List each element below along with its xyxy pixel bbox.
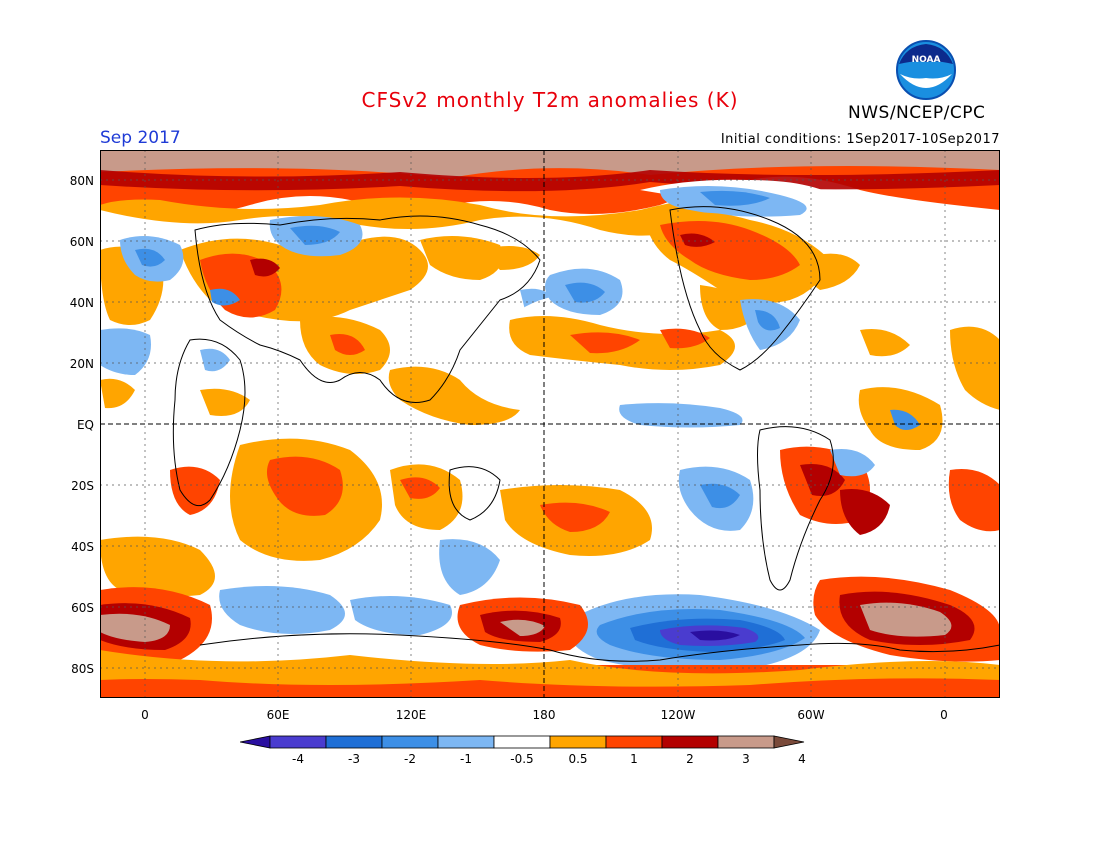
colorbar-cell <box>325 735 383 749</box>
colorbar-tick: 0.5 <box>568 752 588 766</box>
month-label: Sep 2017 <box>100 128 181 148</box>
anomaly-map <box>100 150 1000 698</box>
colorbar-tick: 3 <box>742 752 750 766</box>
colorbar-cell <box>549 735 607 749</box>
colorbar-tick: -0.5 <box>510 752 534 766</box>
colorbar-cell <box>717 735 775 749</box>
lat-label: 60S <box>71 601 94 615</box>
lat-label: 80N <box>69 174 94 188</box>
colorbar-cell <box>661 735 719 749</box>
colorbar-cell <box>240 735 271 749</box>
lon-label: 0 <box>940 708 948 722</box>
colorbar-tick: 2 <box>686 752 694 766</box>
lon-label: 0 <box>141 708 149 722</box>
eurasia-cold-region <box>100 216 555 375</box>
lat-label: EQ <box>76 418 94 432</box>
colorbar-tick: -3 <box>348 752 360 766</box>
north-america-warm-region <box>645 212 860 350</box>
colorbar-tick: 4 <box>798 752 806 766</box>
map-frame <box>100 150 1000 698</box>
lon-label: 180 <box>532 708 556 722</box>
antarctic-cold-region <box>568 594 820 672</box>
colorbar-cell <box>605 735 663 749</box>
noaa-logo: NOAA <box>896 40 956 100</box>
lat-label: 20N <box>69 357 94 371</box>
colorbar-cell <box>437 735 495 749</box>
colorbar-tick: -4 <box>292 752 304 766</box>
colorbar <box>240 735 805 749</box>
southern-ocean-warm-region <box>100 576 1000 698</box>
grid-lines <box>100 150 1000 698</box>
colorbar-cell <box>381 735 439 749</box>
svg-text:NOAA: NOAA <box>912 55 941 65</box>
colorbar-tick: -2 <box>404 752 416 766</box>
arctic-warm-region <box>100 150 1000 236</box>
lon-label: 60E <box>266 708 290 722</box>
initial-conditions-label: Initial conditions: 1Sep2017-10Sep2017 <box>720 132 1000 147</box>
southern-cold-region <box>219 449 875 635</box>
agency-label: NWS/NCEP/CPC <box>848 103 986 123</box>
colorbar-cell <box>773 735 805 749</box>
lat-label: 40S <box>71 540 94 554</box>
lat-label: 20S <box>71 479 94 493</box>
lat-label: 80S <box>71 662 94 676</box>
map-title: CFSv2 monthly T2m anomalies (K) <box>361 88 739 112</box>
colorbar-tick: 1 <box>630 752 638 766</box>
lon-label: 60W <box>797 708 825 722</box>
colorbar-tick: -1 <box>460 752 472 766</box>
reference-lines <box>100 150 1000 698</box>
tropics-region <box>100 326 1000 450</box>
eurasia-warm-region <box>100 236 503 374</box>
lat-label: 60N <box>69 235 94 249</box>
lon-label: 120E <box>395 708 427 722</box>
lon-label: 120W <box>660 708 696 722</box>
coastlines <box>172 206 1000 662</box>
north-pacific-cold-region <box>480 246 735 370</box>
colorbar-cell <box>269 735 327 749</box>
colorbar-cell <box>493 735 551 749</box>
lat-label: 40N <box>69 296 94 310</box>
